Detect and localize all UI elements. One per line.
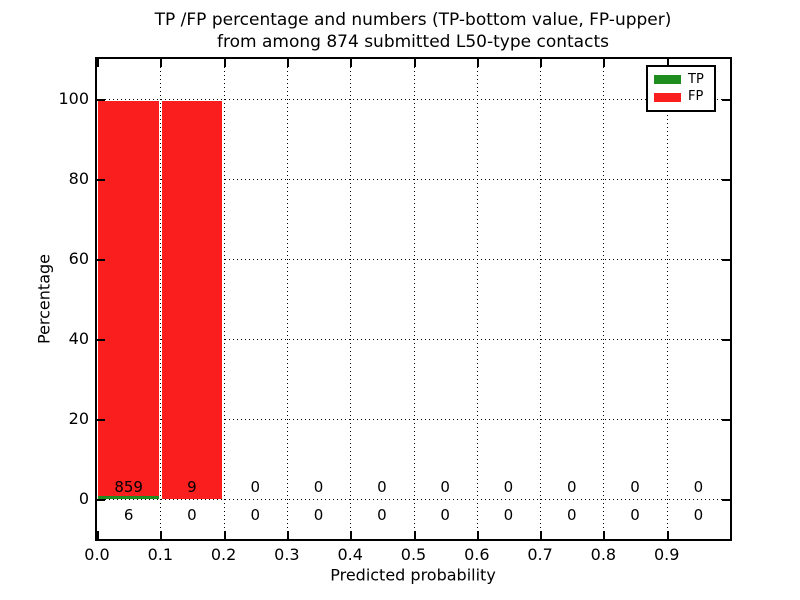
x-tick (413, 531, 416, 539)
x-tick (603, 531, 606, 539)
fp-count-label: 0 (440, 478, 450, 496)
x-tick-label: 0.6 (464, 545, 490, 564)
tp-count-label: 0 (187, 506, 197, 524)
fp-count-label: 0 (250, 478, 261, 496)
tp-count-label: 0 (250, 506, 261, 524)
x-tick-top (476, 59, 479, 67)
x-tick-label: 0.9 (653, 545, 680, 564)
tp-count-label: 0 (630, 506, 640, 524)
legend-item-fp: FP (654, 90, 708, 104)
fp-count-label: 0 (566, 478, 577, 496)
y-tick-right (722, 99, 730, 101)
x-tick-top (350, 59, 353, 67)
y-tick (97, 499, 105, 501)
y-tick-label: 100 (58, 89, 89, 108)
y-tick-right (722, 499, 730, 501)
fp-count-label: 0 (313, 478, 324, 496)
fp-color-swatch (654, 92, 681, 102)
tp-count-label: 0 (693, 506, 704, 524)
chart-title: TP /FP percentage and numbers (TP-bottom… (155, 9, 672, 53)
vertical-gridline (666, 59, 668, 539)
x-tick-label: 0.8 (590, 545, 617, 564)
y-tick-label: 0 (78, 489, 89, 508)
x-tick-top (160, 59, 163, 67)
x-tick-top (97, 59, 99, 67)
legend-label-tp: TP (688, 71, 704, 87)
x-tick (97, 531, 99, 539)
x-tick-top (223, 59, 226, 67)
y-tick (97, 259, 105, 261)
x-tick-label: 0.1 (147, 545, 174, 564)
y-tick-right (722, 259, 730, 261)
x-tick-label: 0.4 (337, 545, 363, 564)
legend-label-fp: FP (688, 89, 704, 105)
legend: TP FP (646, 65, 716, 112)
x-tick (160, 531, 163, 539)
x-axis-label: Predicted probability (330, 565, 496, 585)
y-tick-right (722, 179, 730, 181)
fp-count-label: 859 (114, 478, 143, 496)
tp-count-label: 0 (377, 506, 387, 524)
x-tick-label: 0.5 (400, 545, 427, 564)
fp-bar (98, 101, 160, 497)
plot-area: TP FP 0 20 40 60 80 100 0.0 0.1 0.2 0.3 0.4 0.5 0.6 0… (58, 57, 732, 564)
x-tick-top (286, 59, 289, 67)
y-tick (97, 179, 105, 181)
fp-bar (161, 101, 223, 499)
chart-title-line2: from among 874 submitted L50-type contac… (217, 32, 609, 52)
x-tick-label: 0.0 (84, 545, 110, 564)
chart-title-line1: TP /FP percentage and numbers (TP-bottom… (154, 10, 672, 30)
vertical-gridline (160, 59, 162, 539)
x-tick-label: 0.3 (274, 545, 300, 564)
fp-count-label: 0 (503, 478, 514, 496)
x-tick-top (603, 59, 606, 67)
x-tick (286, 531, 289, 539)
x-tick (666, 531, 669, 539)
x-tick-top (413, 59, 416, 67)
x-tick-label: 0.2 (210, 545, 237, 564)
tp-color-swatch (654, 75, 681, 85)
x-tick-top (540, 59, 543, 67)
y-tick-right (722, 339, 730, 341)
vertical-gridline (286, 59, 288, 539)
fp-count-label: 0 (693, 478, 704, 496)
x-tick-label: 0.7 (527, 545, 553, 564)
vertical-gridline (540, 59, 542, 539)
vertical-gridline (413, 59, 415, 539)
tp-count-label: 6 (123, 506, 134, 524)
vertical-gridline (476, 59, 478, 539)
y-tick-label: 80 (68, 169, 89, 188)
vertical-gridline (603, 59, 605, 539)
tp-count-label: 0 (503, 506, 514, 524)
vertical-gridline (350, 59, 352, 539)
vertical-gridline (223, 59, 225, 539)
y-tick (97, 99, 105, 101)
tp-count-label: 0 (313, 506, 324, 524)
y-tick-label: 40 (68, 329, 89, 348)
fp-count-label: 0 (630, 478, 640, 496)
tp-count-label: 0 (566, 506, 577, 524)
fp-count-label: 9 (187, 478, 197, 496)
y-tick (97, 419, 105, 421)
y-tick (97, 339, 105, 341)
y-tick-right (722, 419, 730, 421)
legend-item-tp: TP (654, 71, 708, 87)
x-tick (350, 531, 353, 539)
x-tick (476, 531, 479, 539)
fp-count-label: 0 (377, 478, 387, 496)
x-tick (223, 531, 226, 539)
x-tick-top (666, 59, 669, 67)
y-tick-label: 20 (68, 409, 89, 428)
y-tick-label: 60 (68, 249, 89, 268)
tp-bar (98, 496, 160, 499)
x-tick (540, 531, 543, 539)
tp-count-label: 0 (440, 506, 450, 524)
